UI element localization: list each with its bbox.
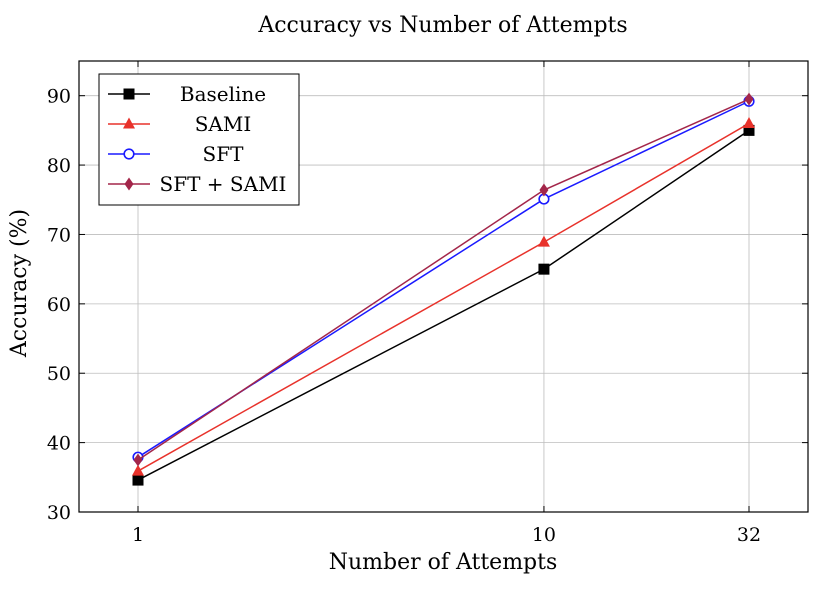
- legend-marker: [124, 177, 134, 191]
- data-point-sft-sami: [539, 183, 549, 197]
- y-tick-label: 40: [47, 433, 71, 455]
- x-tick-label: 32: [737, 524, 761, 546]
- legend-label: SFT: [203, 142, 245, 166]
- legend-label: Baseline: [180, 82, 266, 106]
- data-point-baseline: [538, 263, 550, 275]
- series-lines: [132, 92, 755, 486]
- x-axis-label: Number of Attempts: [329, 550, 558, 575]
- series-baseline: [132, 124, 755, 486]
- legend-item-sft-sami: SFT + SAMI: [108, 172, 286, 196]
- legend: Baseline SAMI SFT SFT + SAMI: [98, 73, 300, 206]
- legend-item-sft: SFT: [108, 142, 244, 166]
- y-axis-label: Accuracy (%): [7, 209, 32, 358]
- y-tick-label: 60: [47, 294, 71, 316]
- y-tick-label: 30: [47, 502, 71, 524]
- y-tick-label: 50: [47, 363, 71, 385]
- data-point-baseline: [132, 474, 144, 486]
- axis-ticks: 30 40 50 60 70 80 90 1 10 32: [47, 61, 808, 546]
- legend-label: SFT + SAMI: [160, 172, 287, 196]
- legend-label: SAMI: [195, 112, 252, 136]
- data-point-sami: [743, 116, 755, 128]
- data-point-sami: [132, 464, 144, 476]
- y-tick-label: 70: [47, 224, 71, 246]
- legend-item-baseline: Baseline: [108, 82, 266, 106]
- legend-marker: [123, 148, 135, 160]
- chart-title: Accuracy vs Number of Attempts: [257, 13, 627, 38]
- series-sami: [132, 116, 755, 476]
- x-tick-label: 10: [532, 524, 556, 546]
- y-tick-label: 90: [47, 86, 71, 108]
- legend-marker: [123, 117, 135, 129]
- data-point-sami: [537, 235, 550, 247]
- data-point-sft-sami: [133, 453, 143, 467]
- legend-item-sami: SAMI: [108, 112, 251, 136]
- y-tick-label: 80: [47, 155, 71, 177]
- data-point-sft-sami: [744, 92, 754, 106]
- series-sft-sami: [133, 92, 754, 467]
- data-point-baseline: [743, 124, 755, 136]
- plot-frame: [78, 60, 809, 513]
- legend-marker: [123, 88, 135, 100]
- x-tick-label: 1: [132, 524, 144, 546]
